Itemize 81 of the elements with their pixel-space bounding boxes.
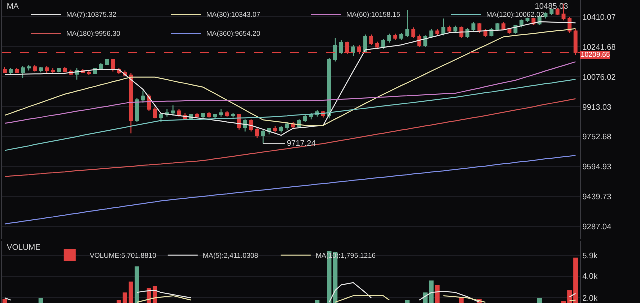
candlestick: [454, 25, 458, 34]
candlestick: [478, 22, 482, 34]
y-tick-label: 9913.03: [582, 102, 612, 112]
candlestick: [99, 63, 104, 70]
candlestick: [57, 68, 62, 74]
candlestick: [418, 34, 422, 48]
chart-title: MA: [7, 2, 20, 11]
candlestick: [442, 18, 446, 36]
candlestick: [219, 108, 224, 118]
candlestick: [273, 126, 278, 134]
candlestick: [21, 66, 25, 79]
line-series: [4, 62, 576, 124]
candlestick: [376, 41, 380, 50]
candlestick: [388, 33, 392, 44]
candlestick: [231, 112, 236, 118]
y-tick-label: 10241.68: [582, 42, 617, 52]
candlestick: [400, 32, 404, 41]
y-tick-label: 9287.04: [582, 222, 612, 232]
candlestick: [111, 58, 116, 72]
annotation: 9717.24: [287, 139, 316, 148]
y-tick-label: 10076.02: [582, 72, 617, 82]
y-tick-label: 9439.73: [582, 192, 612, 202]
candlestick: [249, 119, 254, 132]
candlestick: [243, 119, 248, 132]
candlestick: [45, 66, 50, 75]
candlestick: [279, 126, 284, 134]
candlestick: [213, 114, 218, 120]
candlestick: [105, 58, 110, 66]
candlestick: [261, 129, 266, 144]
candlestick: [382, 38, 386, 50]
candlestick: [39, 66, 44, 74]
candlestick: [255, 128, 260, 139]
candlestick: [496, 22, 500, 32]
candlestick: [27, 64, 32, 72]
candlestick: [159, 114, 164, 123]
chart-title: VOLUME: [7, 243, 41, 252]
candlestick: [3, 66, 7, 74]
candlestick: [309, 112, 314, 120]
candlestick: [303, 114, 308, 123]
candlestick: [129, 73, 134, 134]
candlestick: [406, 10, 410, 38]
candlestick: [9, 68, 13, 75]
candlestick: [63, 66, 68, 74]
line-series: [4, 79, 576, 152]
candlestick: [460, 26, 464, 39]
candlestick: [135, 98, 140, 123]
candlestick: [327, 58, 332, 120]
candlestick: [364, 34, 368, 54]
candlestick: [340, 40, 344, 55]
candlestick: [502, 22, 506, 31]
candlestick: [51, 68, 56, 74]
candlestick: [352, 45, 356, 57]
line-series: [4, 98, 576, 178]
candlestick: [195, 112, 200, 118]
candlestick: [285, 122, 290, 130]
candlestick: [225, 110, 230, 118]
candlestick: [333, 38, 338, 62]
y-tick-label: 4.0k: [582, 272, 599, 282]
candlestick: [370, 34, 374, 46]
candlestick: [33, 64, 38, 72]
candlestick: [448, 25, 452, 34]
candlestick: [153, 107, 158, 120]
y-tick-label: 9752.68: [582, 132, 612, 142]
candlestick: [472, 22, 476, 32]
y-tick-label: 10410.07: [582, 12, 617, 22]
line-series: [4, 155, 576, 225]
y-tick-label: 5.9k: [582, 252, 599, 261]
candlestick: [87, 70, 92, 76]
candlestick: [141, 90, 146, 104]
candlestick: [394, 33, 398, 41]
candlestick: [207, 112, 212, 118]
y-tick-label: 9594.93: [582, 162, 612, 172]
candlestick: [171, 105, 176, 116]
candlestick: [436, 28, 440, 36]
candlestick: [508, 28, 512, 34]
candlestick: [430, 28, 434, 39]
candlestick: [412, 27, 416, 39]
candlestick: [15, 68, 19, 74]
candlestick: [201, 112, 206, 120]
candlestick: [358, 45, 362, 55]
y-tick-label: 2.0k: [582, 294, 599, 303]
